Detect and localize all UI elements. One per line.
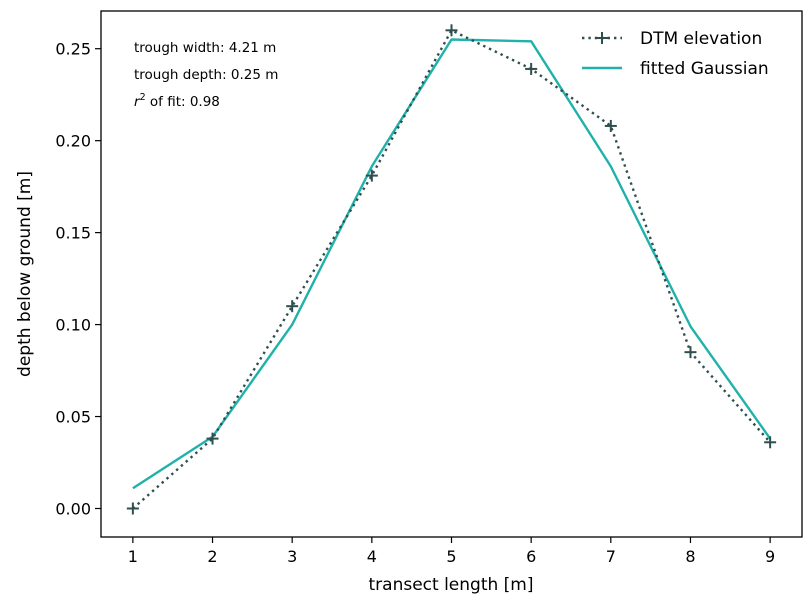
- x-tick-label: 5: [446, 547, 456, 566]
- x-axis-label: transect length [m]: [369, 575, 534, 595]
- x-tick-label: 4: [367, 547, 377, 566]
- y-axis-ticks: 0.00 0.05 0.10 0.15 0.20 0.25: [55, 40, 101, 518]
- legend: DTM elevation fitted Gaussian: [582, 29, 769, 79]
- y-axis-label: depth below ground [m]: [15, 171, 35, 377]
- x-tick-label: 3: [287, 547, 297, 566]
- annotation-box: trough width: 4.21 m trough depth: 0.25 …: [134, 40, 278, 110]
- y-tick-label: 0.25: [55, 40, 91, 59]
- dtm-point-marker: [445, 24, 458, 37]
- legend-dtm-label: DTM elevation: [640, 29, 762, 49]
- annotation-r2-symbol: r: [134, 94, 141, 110]
- y-tick-label: 0.00: [55, 499, 91, 518]
- series-line-fitted-gaussian: [132, 38, 772, 490]
- annotation-trough-depth: trough depth: 0.25 m: [134, 67, 278, 83]
- y-tick-label: 0.05: [55, 408, 91, 427]
- y-tick-label: 0.15: [55, 224, 91, 243]
- x-tick-label: 9: [765, 547, 775, 566]
- dtm-point-marker: [286, 300, 299, 313]
- dtm-point-marker: [126, 502, 139, 515]
- dtm-point-marker: [206, 432, 219, 445]
- plot-lines: [132, 29, 772, 510]
- x-axis-ticks: 1 2 3 4 5 6 7 8 9: [128, 537, 775, 566]
- annotation-r2: r2 of fit: 0.98: [134, 92, 220, 110]
- dtm-point-marker: [604, 119, 617, 132]
- x-tick-label: 7: [606, 547, 616, 566]
- y-tick-label: 0.20: [55, 132, 91, 151]
- dtm-point-marker: [525, 62, 538, 75]
- legend-gaussian-label: fitted Gaussian: [640, 59, 769, 79]
- x-tick-label: 8: [685, 547, 695, 566]
- dtm-point-marker: [684, 346, 697, 359]
- annotation-r2-superscript: 2: [140, 92, 146, 103]
- data-markers: [126, 24, 777, 515]
- dtm-point-marker: [365, 169, 378, 182]
- legend-dtm-plus-icon: [596, 32, 608, 44]
- y-tick-label: 0.10: [55, 316, 91, 335]
- x-tick-label: 6: [526, 547, 536, 566]
- x-tick-label: 2: [207, 547, 217, 566]
- dtm-point-marker: [764, 436, 777, 449]
- x-tick-label: 1: [128, 547, 138, 566]
- annotation-r2-text: of fit: 0.98: [146, 94, 220, 110]
- annotation-trough-width: trough width: 4.21 m: [134, 40, 276, 56]
